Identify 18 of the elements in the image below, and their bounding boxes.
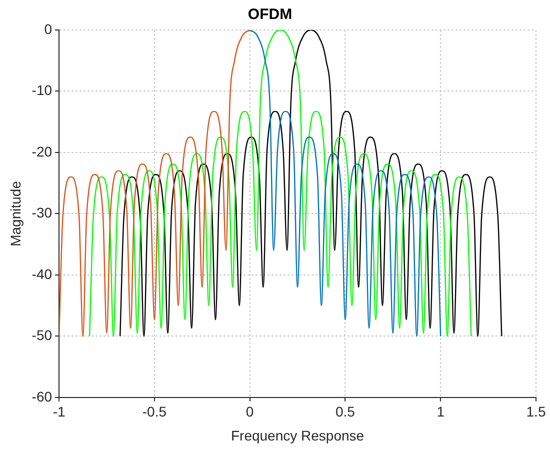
y-tick-label: 0 <box>44 20 52 37</box>
y-tick-label: -10 <box>32 82 52 98</box>
x-tick-label: 0.5 <box>335 404 356 420</box>
line-series <box>249 30 442 337</box>
x-axis-title: Frequency Response <box>230 427 364 444</box>
chart-title: OFDM <box>248 6 292 24</box>
x-tick-label: 0 <box>246 404 254 420</box>
x-tick-label: 1.5 <box>526 404 546 420</box>
y-tick-label: -20 <box>32 143 52 160</box>
y-tick-label: -40 <box>32 266 52 282</box>
y-tick-label: -50 <box>32 327 52 344</box>
x-tick-label: 1 <box>436 404 445 420</box>
x-tick-label: -1 <box>52 404 66 420</box>
line-series <box>59 30 250 337</box>
y-tick-label: -30 <box>32 204 52 221</box>
x-tick-label: -0.5 <box>142 404 167 420</box>
y-tick-label: -60 <box>32 388 52 404</box>
y-axis-title: Magnitude <box>7 180 24 246</box>
